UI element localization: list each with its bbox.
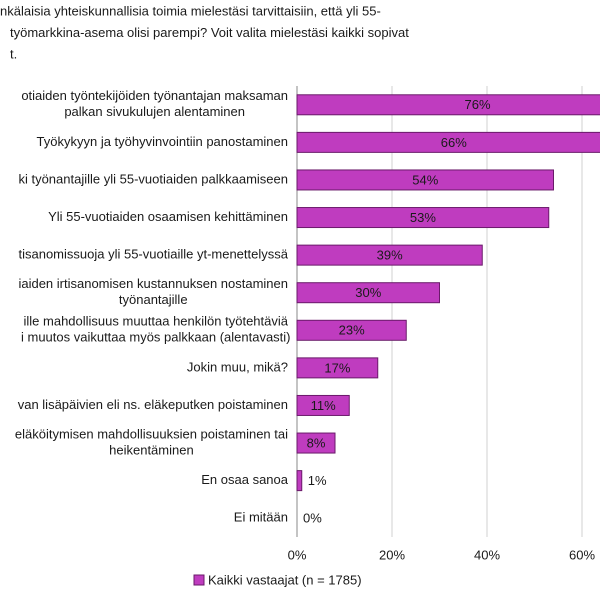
value-label: 54% bbox=[412, 172, 438, 187]
bar bbox=[296, 282, 440, 304]
y-tick-label: ki työnantajille yli 55-vuotiaiden palkk… bbox=[18, 171, 288, 186]
value-label: 8% bbox=[307, 435, 326, 450]
x-tick-label: 60% bbox=[569, 547, 595, 562]
y-tick-label: Ei mitään bbox=[234, 510, 288, 525]
value-label: 53% bbox=[410, 210, 436, 225]
value-label: 66% bbox=[441, 135, 467, 150]
y-tick-label: työnantajille bbox=[119, 292, 188, 307]
y-tick-label: otiaiden työntekijöiden työnantajan maks… bbox=[21, 88, 288, 103]
bar bbox=[296, 432, 336, 454]
y-tick-label: eläköitymisen mahdollisuuksien poistamin… bbox=[15, 426, 288, 441]
bar bbox=[296, 394, 350, 416]
value-label: 30% bbox=[355, 285, 381, 300]
value-label: 17% bbox=[324, 360, 350, 375]
x-tick-label: 0% bbox=[288, 547, 307, 562]
value-label: 76% bbox=[464, 97, 490, 112]
y-tick-label: van lisäpäivien eli ns. eläkeputken pois… bbox=[18, 397, 288, 412]
y-tick-label: Työkykyyn ja työhyvinvointiin panostamin… bbox=[37, 134, 288, 149]
y-tick-label: tisanomissuoja yli 55-vuotiaille yt-mene… bbox=[18, 247, 288, 262]
bar bbox=[296, 357, 379, 379]
y-tick-label: heikentäminen bbox=[109, 442, 194, 457]
value-label: 23% bbox=[339, 323, 365, 338]
value-label: 0% bbox=[303, 511, 322, 526]
y-tick-label: Yli 55-vuotiaiden osaamisen kehittäminen bbox=[48, 209, 288, 224]
y-tick-label: iaiden irtisanomisen kustannuksen nostam… bbox=[18, 276, 288, 291]
bar bbox=[296, 169, 554, 191]
y-tick-label: ille mahdollisuus muuttaa henkilön työte… bbox=[24, 314, 289, 329]
chart-title: nkälaisia yhteiskunnallisia toimia miele… bbox=[0, 3, 381, 18]
y-tick-label: En osaa sanoa bbox=[201, 472, 289, 487]
y-tick-label: palkan sivukulujen alentaminen bbox=[64, 104, 245, 119]
legend-swatch bbox=[193, 574, 205, 586]
chart-title: työmarkkina-asema olisi parempi? Voit va… bbox=[10, 25, 409, 40]
bar bbox=[296, 470, 303, 492]
bar bbox=[296, 244, 483, 266]
bar bbox=[296, 319, 407, 341]
x-tick-label: 40% bbox=[474, 547, 500, 562]
y-tick-label: Jokin muu, mikä? bbox=[187, 359, 288, 374]
value-label: 39% bbox=[377, 248, 403, 263]
chart-title: t. bbox=[10, 46, 17, 61]
legend-label: Kaikki vastaajat (n = 1785) bbox=[208, 572, 362, 587]
bar bbox=[296, 94, 600, 116]
value-label: 1% bbox=[308, 473, 327, 488]
x-tick-label: 20% bbox=[379, 547, 405, 562]
y-tick-label: i muutos vaikuttaa myös palkkaan (alenta… bbox=[21, 330, 291, 345]
value-label: 11% bbox=[311, 398, 336, 413]
bar bbox=[296, 131, 600, 153]
bar bbox=[296, 207, 550, 229]
